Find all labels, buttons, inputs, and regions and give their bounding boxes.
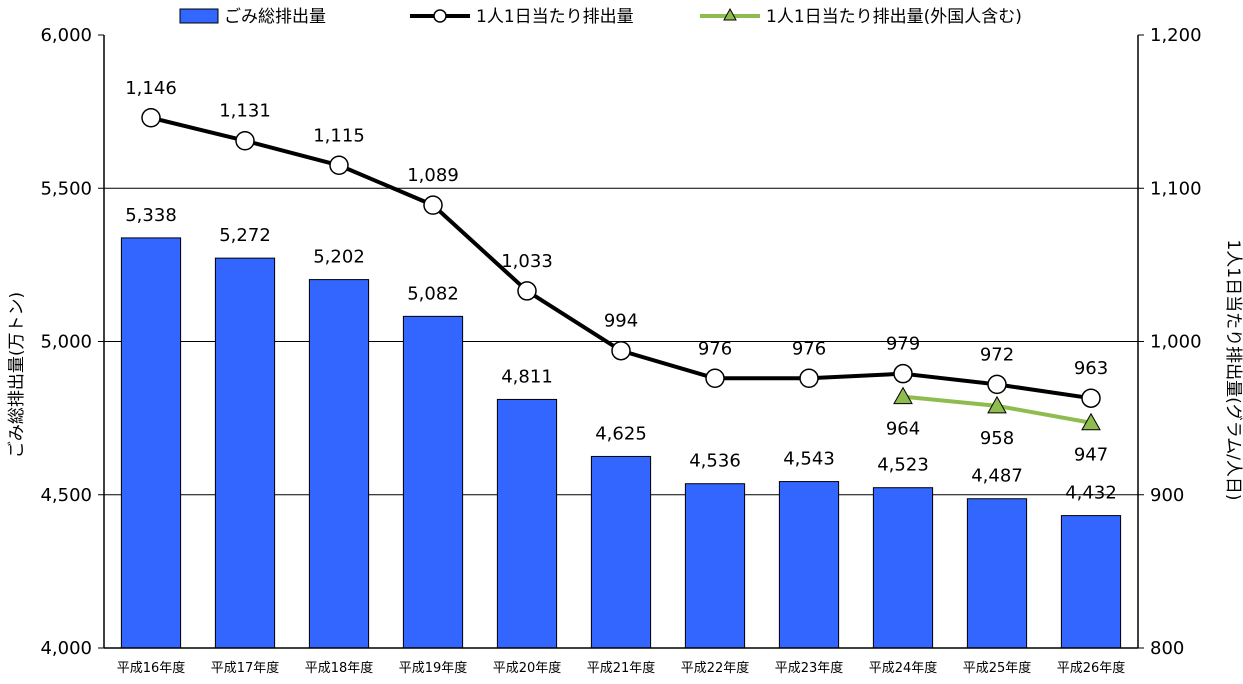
line-point xyxy=(987,374,1007,395)
line-point xyxy=(235,130,255,151)
x-axis-ticks: 平成16年度 平成17年度 平成18年度 平成19年度 平成20年度 平成21年度 平成22… xyxy=(117,660,1126,676)
bar xyxy=(402,315,464,649)
line-data-label: 994 xyxy=(604,311,638,332)
bar xyxy=(496,398,558,649)
line-data-label: 976 xyxy=(698,338,732,359)
line-data-label: 963 xyxy=(1074,358,1108,379)
y-tick-label: 4,000 xyxy=(40,638,92,659)
y2-tick-label: 1,100 xyxy=(1150,178,1202,199)
x-tick-label: 平成26年度 xyxy=(1057,660,1126,676)
bar-labels: 5,338 5,272 5,202 5,082 4,811 4,625 4,536 4,543… xyxy=(125,205,1117,504)
line-point xyxy=(1081,388,1101,408)
line-point xyxy=(141,108,161,128)
bar xyxy=(120,237,182,649)
y2-axis-ticks: 800 900 1,000 1,100 1,200 xyxy=(1150,25,1202,659)
bar-series xyxy=(120,237,1122,649)
x-tick-label: 平成22年度 xyxy=(681,660,750,676)
line-data-label: 964 xyxy=(886,419,920,440)
bar xyxy=(308,279,370,649)
legend-label-per-capita: 1人1日当たり排出量 xyxy=(476,7,634,27)
legend: ごみ総排出量 1人1日当たり排出量 1人1日当たり排出量(外国人含む) xyxy=(179,7,1022,27)
legend-swatch-bar xyxy=(179,8,219,24)
x-tick-label: 平成18年度 xyxy=(305,660,374,676)
y-tick-label: 5,000 xyxy=(40,332,92,353)
bar-data-label: 4,811 xyxy=(501,366,553,387)
bar-data-label: 5,338 xyxy=(125,205,177,226)
legend-marker-circle xyxy=(433,9,447,23)
line-data-label: 1,131 xyxy=(219,101,271,122)
line-data-label: 1,089 xyxy=(407,165,459,186)
x-tick-label: 平成24年度 xyxy=(869,660,938,676)
line-data-label: 979 xyxy=(886,334,920,355)
line-data-label: 972 xyxy=(980,344,1014,365)
bar-data-label: 5,202 xyxy=(313,247,365,268)
line-point xyxy=(611,340,631,361)
legend-label-per-capita-foreign: 1人1日当たり排出量(外国人含む) xyxy=(766,7,1022,27)
axes xyxy=(103,35,1139,649)
y-axis-ticks: 4,000 4,500 5,000 5,500 6,000 xyxy=(40,25,92,659)
bar-data-label: 4,523 xyxy=(877,455,929,476)
y2-tick-label: 1,000 xyxy=(1150,332,1202,353)
legend-marker-triangle xyxy=(723,7,737,21)
bar xyxy=(966,498,1028,649)
x-tick-label: 平成17年度 xyxy=(211,660,280,676)
line-point xyxy=(987,395,1007,414)
bar xyxy=(590,455,652,649)
y2-axis-title: 1人1日当たり排出量(グラム/人日) xyxy=(1223,239,1243,500)
line-data-label: 1,115 xyxy=(313,125,365,146)
line-point xyxy=(799,368,819,389)
line-data-label: 947 xyxy=(1074,445,1108,466)
y-tick-label: 5,500 xyxy=(40,178,92,199)
bar-data-label: 4,543 xyxy=(783,449,835,470)
x-tick-label: 平成16年度 xyxy=(117,660,186,676)
bar xyxy=(778,481,840,649)
y2-tick-label: 1,200 xyxy=(1150,25,1202,46)
bar xyxy=(214,257,276,649)
x-tick-label: 平成21年度 xyxy=(587,660,656,676)
y2-tick-label: 800 xyxy=(1150,638,1184,659)
bar-data-label: 5,272 xyxy=(219,225,271,246)
y2-tick-label: 900 xyxy=(1150,485,1184,506)
legend-label-total: ごみ総排出量 xyxy=(224,7,326,27)
line-data-label: 1,033 xyxy=(501,251,553,272)
bar-data-label: 4,536 xyxy=(689,451,741,472)
bar xyxy=(872,487,934,649)
y-tick-label: 4,500 xyxy=(40,485,92,506)
line-point xyxy=(423,195,443,215)
line-data-label: 958 xyxy=(980,428,1014,449)
bar-data-label: 5,082 xyxy=(407,283,459,304)
x-tick-label: 平成19年度 xyxy=(399,660,468,676)
bar-data-label: 4,625 xyxy=(595,423,647,444)
line-point xyxy=(329,155,349,176)
x-tick-label: 平成25年度 xyxy=(963,660,1032,676)
x-tick-label: 平成23年度 xyxy=(775,660,844,676)
line-data-label: 1,146 xyxy=(125,78,177,99)
line-point xyxy=(517,281,537,301)
line-point xyxy=(893,386,913,405)
line-series-per-capita: 1,146 1,131 1,115 1,089 1,033 994 976 976 979 972… xyxy=(125,78,1108,408)
bar-data-label: 4,432 xyxy=(1065,483,1117,504)
bar-data-label: 4,487 xyxy=(971,466,1023,487)
line-point xyxy=(1081,412,1101,431)
bar xyxy=(1060,515,1122,649)
line-point xyxy=(705,368,725,389)
line-point xyxy=(893,363,913,384)
bar xyxy=(684,483,746,649)
y-axis-title: ごみ総排出量(万トン) xyxy=(7,292,27,458)
x-tick-label: 平成20年度 xyxy=(493,660,562,676)
line-data-label: 976 xyxy=(792,338,826,359)
y-tick-label: 6,000 xyxy=(40,25,92,46)
line-series-per-capita-foreign: 964 958 947 xyxy=(886,386,1108,466)
